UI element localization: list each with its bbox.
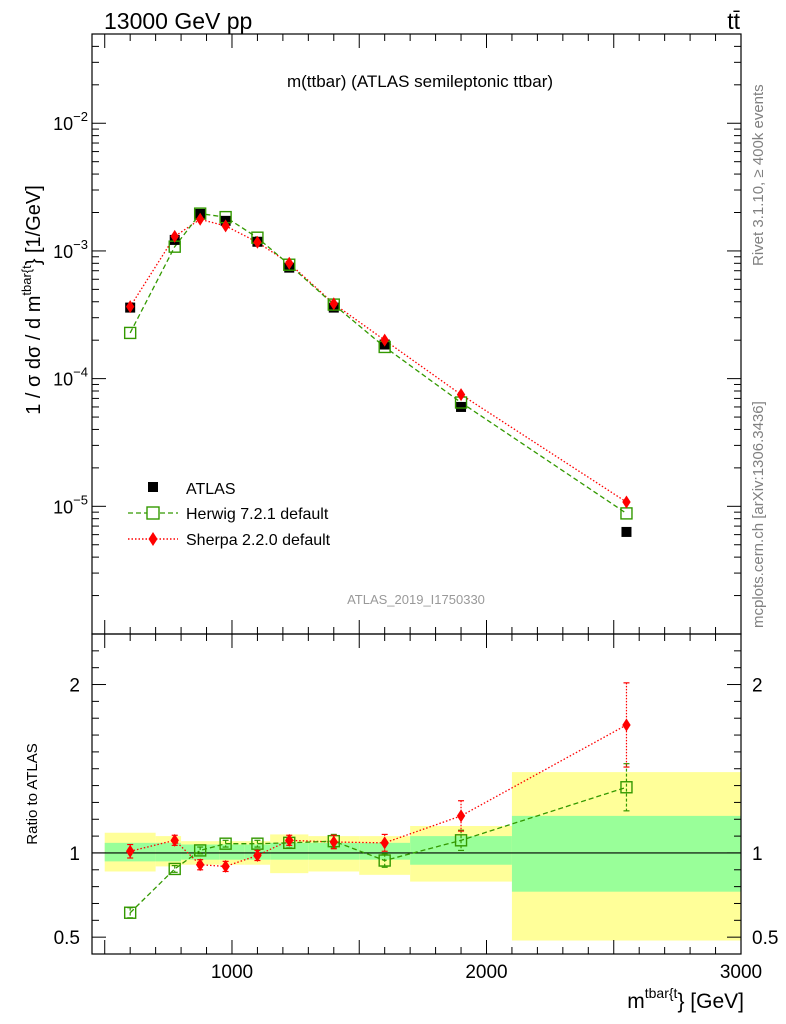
ratio-y-tick-label-right: 0.5 — [752, 928, 778, 949]
sherpa-ratio-point — [221, 859, 230, 873]
ratio-axis-ticks — [92, 633, 742, 954]
sherpa-line — [129, 218, 627, 503]
x-tick-label: 1000 — [211, 962, 253, 983]
x-axis-label: mtbar{t} [GeV] — [627, 985, 744, 1013]
sherpa-ratio-point — [329, 835, 338, 849]
sherpa-point — [622, 495, 631, 509]
ratio-y-tick-label-left: 2 — [69, 676, 80, 697]
herwig-ratio-point — [123, 906, 137, 919]
herwig-ratio-point — [454, 834, 468, 847]
main-plot-title: m(ttbar) (ATLAS semileptonic ttbar) — [287, 72, 553, 91]
sherpa-ratio-point — [170, 833, 179, 847]
sherpa-ratio-point — [380, 836, 389, 850]
header-right-label: tt̄ — [727, 8, 740, 34]
sherpa-ratio-point — [125, 844, 135, 858]
ratio-inner-band — [511, 815, 741, 892]
ratio-plot: 0.5 0.5 1 1 2 2 1000 2000 3000 Ratio to ATLAS m… — [24, 633, 779, 1013]
sherpa-ratio-point — [195, 858, 205, 872]
sherpa-point — [285, 256, 294, 270]
sherpa-point — [253, 235, 262, 249]
legend-label-herwig: Herwig 7.2.1 default — [186, 506, 329, 523]
sherpa-point — [380, 333, 389, 347]
atlas-point — [621, 526, 632, 537]
herwig-ratio-point — [168, 862, 181, 876]
main-series-layer — [123, 207, 633, 537]
sherpa-point — [195, 212, 205, 226]
herwig-point — [123, 326, 137, 340]
ratio-series-layer — [123, 682, 633, 919]
main-axis-ticks — [92, 33, 742, 635]
atlas-point — [456, 401, 467, 412]
ratio-inner-band — [270, 842, 309, 860]
header-left-label: 13000 GeV pp — [104, 8, 252, 34]
sherpa-ratio-point — [456, 809, 466, 823]
ratio-inner-band — [219, 844, 245, 860]
analysis-watermark: ATLAS_2019_I1750330 — [347, 592, 485, 607]
ratio-y-tick-label-left: 0.5 — [54, 928, 80, 949]
legend-marker-atlas — [148, 482, 158, 492]
x-tick-label: 3000 — [720, 962, 762, 983]
herwig-ratio-point — [193, 844, 207, 857]
ratio-bands — [104, 772, 741, 941]
herwig-ratio-point — [378, 854, 391, 867]
legend-label-sherpa: Sherpa 2.2.0 default — [186, 532, 331, 549]
sherpa-point — [329, 297, 338, 311]
main-plot: 10−2 10−3 10−4 10−5 m(ttbar) (ATLAS semilep… — [19, 33, 742, 635]
herwig-ratio-point — [219, 837, 232, 850]
ratio-y-tick-label-left: 1 — [69, 844, 80, 865]
sherpa-point — [221, 219, 230, 233]
main-y-tick-label: 10−4 — [53, 365, 88, 390]
ratio-y-axis-label: Ratio to ATLAS — [24, 743, 41, 844]
main-y-axis-label: 1 / σ dσ / d mtbar{t} [1/GeV] — [19, 185, 45, 415]
ratio-inner-band — [308, 842, 360, 860]
sherpa-point — [456, 388, 466, 402]
legend-marker-sherpa — [148, 532, 158, 546]
ratio-plot-frame — [91, 633, 742, 955]
main-y-tick-label: 10−3 — [53, 237, 88, 262]
sherpa-point — [125, 300, 135, 314]
herwig-point — [620, 507, 633, 520]
herwig-line — [129, 212, 627, 514]
ratio-y-tick-label-right: 1 — [752, 844, 763, 865]
legend: ATLAS Herwig 7.2.1 default Sherpa 2.2.0 … — [128, 481, 331, 549]
ratio-y-tick-label-right: 2 — [752, 676, 763, 697]
main-y-tick-label: 10−5 — [53, 492, 88, 517]
herwig-ratio-line — [129, 786, 627, 914]
ratio-x-tick-labels: 1000 2000 3000 — [211, 962, 762, 983]
legend-marker-herwig — [146, 506, 160, 520]
legend-label-atlas: ATLAS — [186, 481, 236, 498]
mcplots-reference-label: mcplots.cern.ch [arXiv:1306.3436] — [750, 401, 767, 628]
main-y-tick-labels: 10−2 10−3 10−4 10−5 — [53, 109, 88, 517]
sherpa-ratio-point — [253, 848, 262, 862]
sherpa-ratio-point — [622, 718, 631, 732]
herwig-ratio-point — [620, 781, 633, 794]
x-tick-label: 2000 — [465, 962, 507, 983]
sherpa-ratio-line — [130, 724, 627, 868]
sherpa-ratio-point — [285, 833, 294, 847]
rivet-version-label: Rivet 3.1.10, ≥ 400k events — [750, 84, 767, 266]
sherpa-point — [170, 229, 179, 243]
ratio-y-tick-labels: 0.5 0.5 1 1 2 2 — [54, 676, 779, 950]
main-y-tick-label: 10−2 — [53, 109, 88, 134]
ratio-inner-band — [155, 842, 182, 862]
